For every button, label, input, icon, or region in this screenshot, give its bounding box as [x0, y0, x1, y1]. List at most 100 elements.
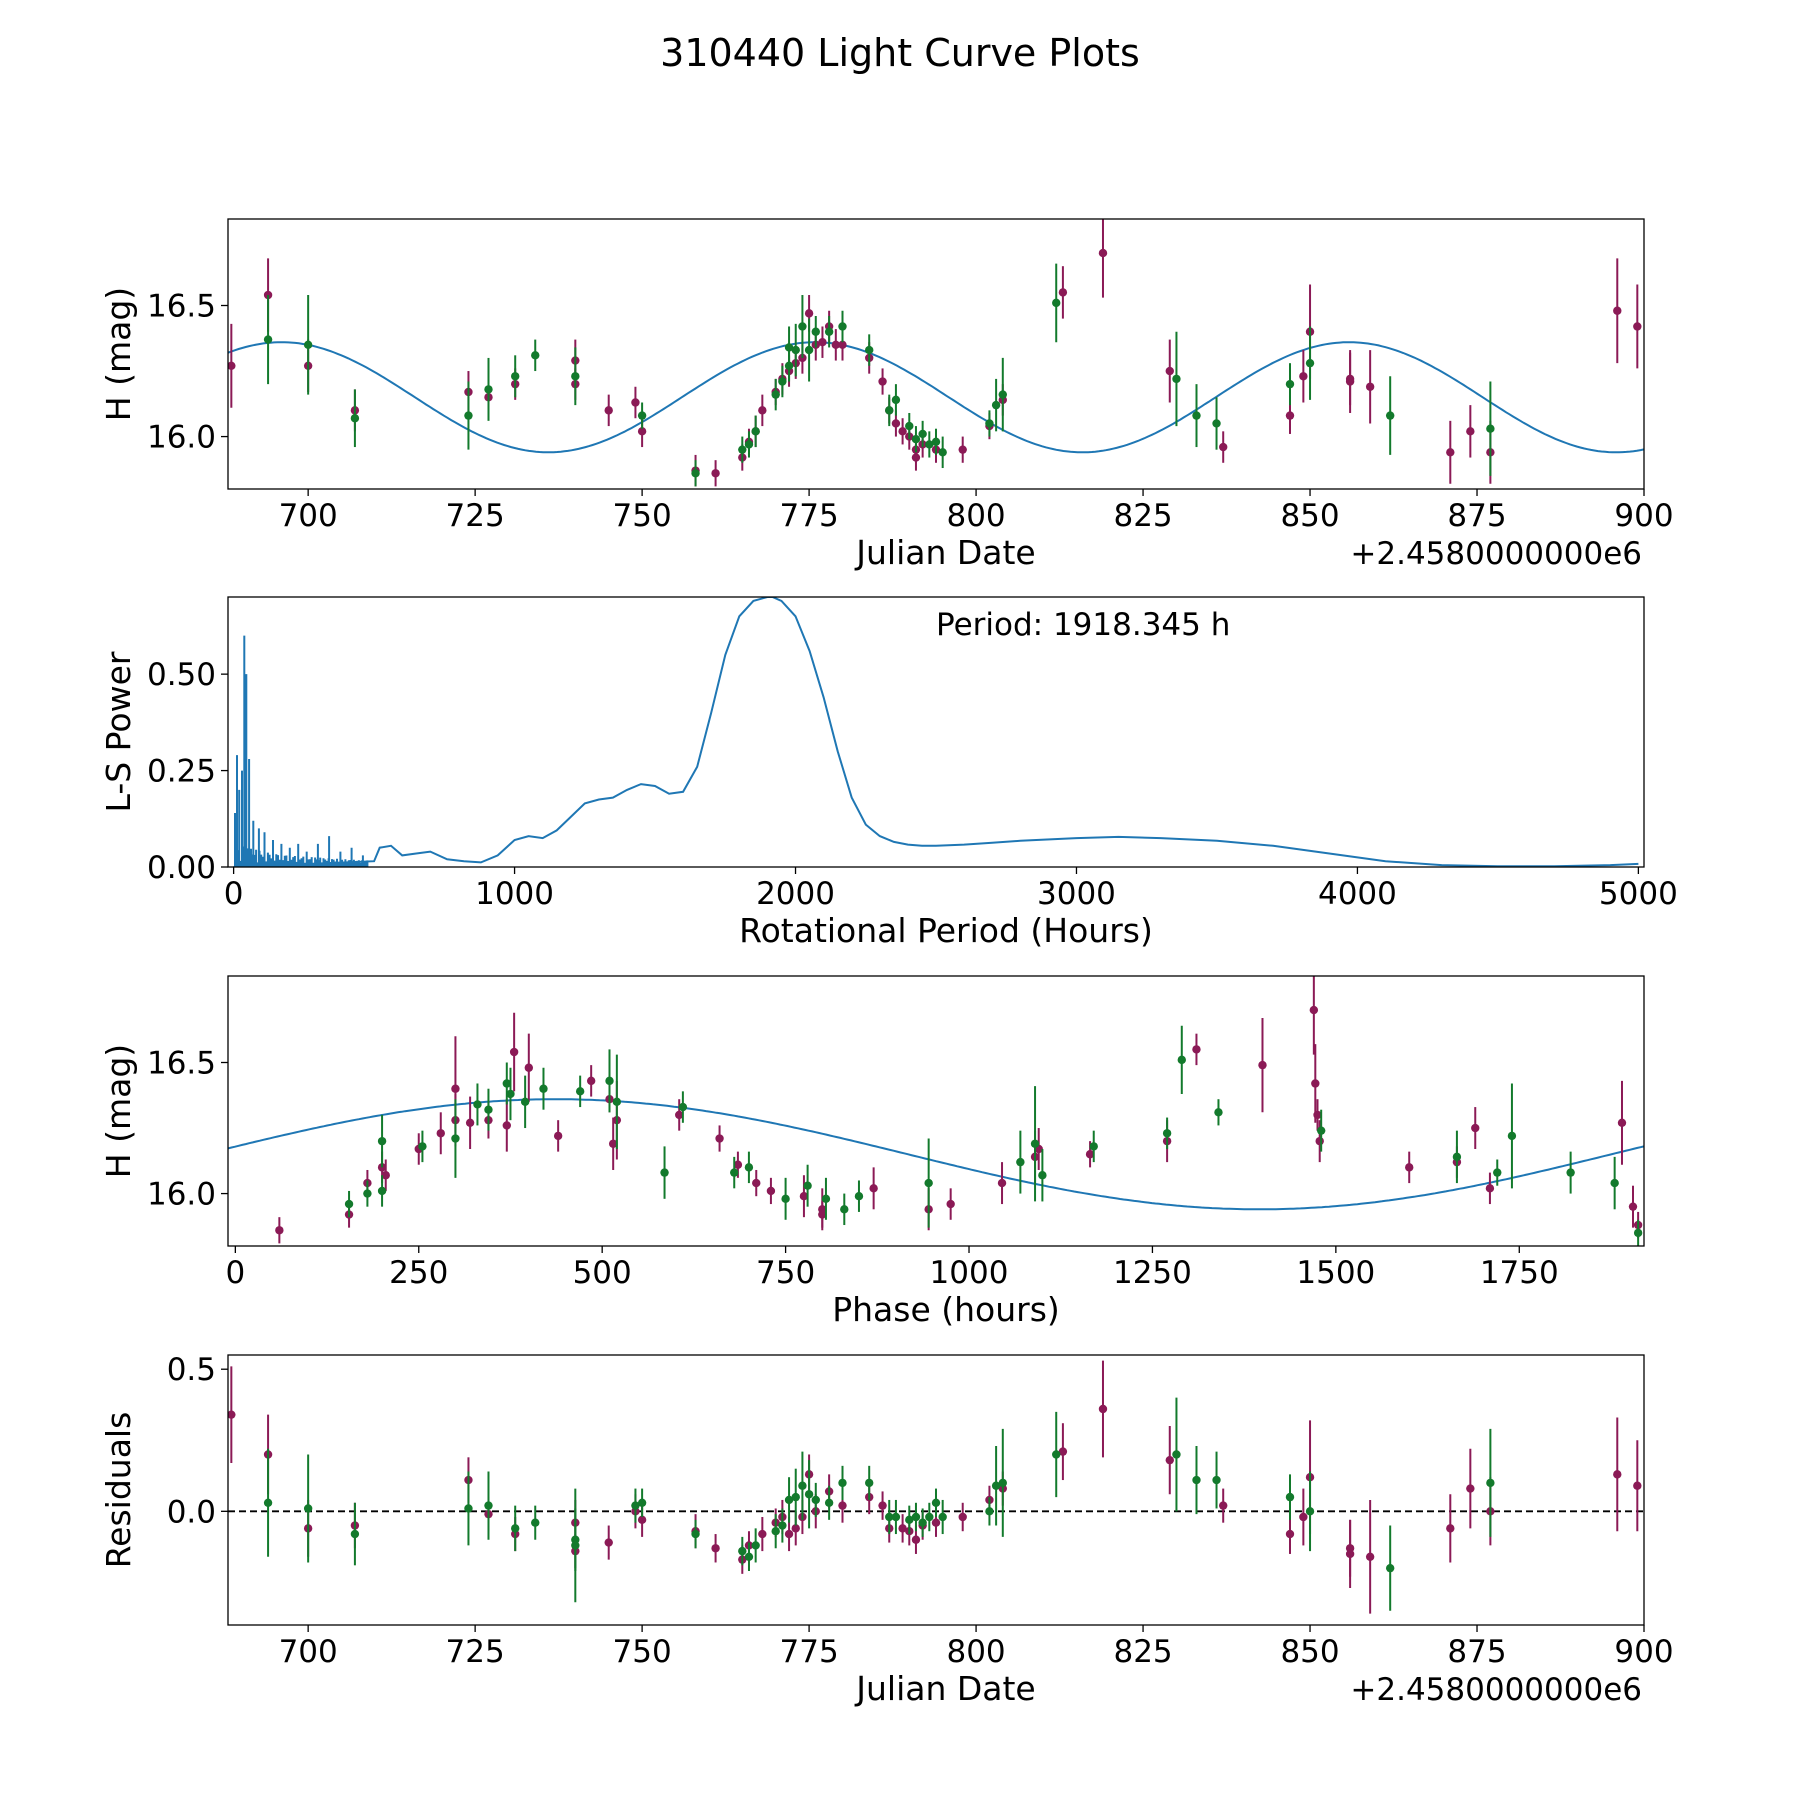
data-point	[1316, 1126, 1326, 1135]
data-point	[878, 377, 887, 386]
data-point	[1214, 1108, 1223, 1117]
data-point	[418, 1142, 427, 1151]
data-point	[931, 1518, 941, 1527]
periodogram-axes-frame	[227, 596, 1645, 868]
data-point	[350, 414, 360, 423]
data-point	[1165, 366, 1174, 376]
data-point	[784, 1495, 794, 1505]
data-point	[898, 1524, 907, 1533]
data-point	[998, 1478, 1007, 1488]
data-point	[303, 1504, 313, 1513]
data-point	[733, 1160, 743, 1169]
data-point	[840, 1205, 849, 1214]
data-point	[1299, 1512, 1308, 1522]
data-point	[898, 427, 907, 436]
data-point	[751, 427, 760, 436]
x-tick-label: 775	[780, 498, 839, 534]
data-point	[1038, 1171, 1047, 1180]
x-tick-label: 1250	[1113, 1255, 1192, 1291]
x-tick-label: 1000	[930, 1255, 1009, 1291]
residuals-panel: 700 725 750 775 800 825 850 875 900 0.0 0.5 Julian …	[99, 1352, 1674, 1708]
data-point	[605, 1076, 614, 1086]
data-point	[1311, 1079, 1320, 1088]
x-tick-label: 3000	[1037, 876, 1116, 912]
data-point	[303, 340, 313, 350]
data-point	[1466, 1484, 1475, 1493]
data-point	[1258, 1060, 1267, 1070]
data-point	[1446, 448, 1455, 457]
data-point	[804, 1490, 814, 1499]
series-band-b	[263, 1397, 1495, 1611]
data-point	[1486, 424, 1495, 433]
residuals-axes-frame	[227, 1354, 1645, 1626]
data-point	[1058, 288, 1068, 297]
data-point	[1192, 1475, 1201, 1485]
data-point	[1345, 1549, 1355, 1559]
data-point	[711, 1544, 720, 1553]
data-point	[1613, 306, 1622, 315]
data-point	[878, 1501, 887, 1510]
y-tick-label: 0.00	[147, 850, 216, 886]
data-point	[553, 1131, 563, 1141]
data-point	[791, 1492, 800, 1502]
data-point	[637, 1515, 647, 1525]
x-tick-label: 900	[1614, 1634, 1673, 1670]
data-point	[998, 390, 1007, 399]
data-point	[1016, 1157, 1025, 1167]
data-point	[1486, 1478, 1495, 1488]
phased-panel: 0 250 500 750 1000 1250 1500 1750 16.0 16.5 Phase …	[99, 975, 1645, 1329]
x-tick-label: 500	[573, 1255, 632, 1291]
data-point	[818, 1210, 827, 1219]
data-point	[637, 411, 647, 420]
data-point	[1345, 377, 1355, 386]
data-point	[766, 1186, 776, 1196]
data-point	[571, 372, 580, 381]
data-point	[771, 1527, 780, 1536]
data-point	[451, 1134, 460, 1143]
data-point	[1315, 1136, 1324, 1146]
data-point	[1493, 1168, 1502, 1177]
data-point	[263, 335, 273, 344]
data-point	[571, 1541, 580, 1550]
data-point	[838, 1501, 847, 1510]
y-tick-label: 0.5	[167, 1352, 216, 1388]
data-point	[1617, 1118, 1627, 1127]
data-point	[991, 400, 1001, 410]
data-point	[464, 411, 473, 420]
data-point	[1452, 1152, 1462, 1162]
data-point	[1172, 374, 1181, 384]
x-tick-label: 1750	[1480, 1255, 1559, 1291]
data-point	[1285, 411, 1295, 420]
data-point	[1177, 1055, 1186, 1065]
data-point	[1633, 1228, 1643, 1238]
data-point	[730, 1168, 739, 1177]
y-tick-label: 0.0	[167, 1494, 216, 1530]
data-point	[918, 429, 927, 439]
data-point	[1192, 411, 1201, 420]
data-point	[1285, 1529, 1295, 1539]
data-point	[865, 345, 874, 355]
data-point	[511, 372, 520, 381]
x-tick-label: 5000	[1599, 876, 1678, 912]
y-axis-label: Residuals	[99, 1412, 138, 1569]
period-annotation: Period: 1918.345 h	[936, 607, 1230, 643]
data-point	[744, 1163, 754, 1172]
data-point	[1385, 1563, 1395, 1573]
data-point	[911, 1535, 921, 1544]
data-point	[1098, 248, 1108, 258]
x-axis-label: Phase (hours)	[832, 1290, 1060, 1329]
data-point	[811, 327, 820, 336]
data-point	[1089, 1142, 1098, 1151]
x-tick-label: 900	[1614, 498, 1673, 534]
data-point	[1162, 1129, 1172, 1138]
data-point	[381, 1171, 390, 1180]
data-point	[869, 1184, 878, 1193]
data-point	[1285, 1492, 1295, 1502]
data-point	[1285, 379, 1295, 389]
data-point	[1172, 1450, 1181, 1459]
x-tick-label: 750	[756, 1255, 815, 1291]
data-point	[791, 1524, 800, 1533]
data-point	[715, 1134, 724, 1143]
data-point	[1485, 1184, 1495, 1193]
